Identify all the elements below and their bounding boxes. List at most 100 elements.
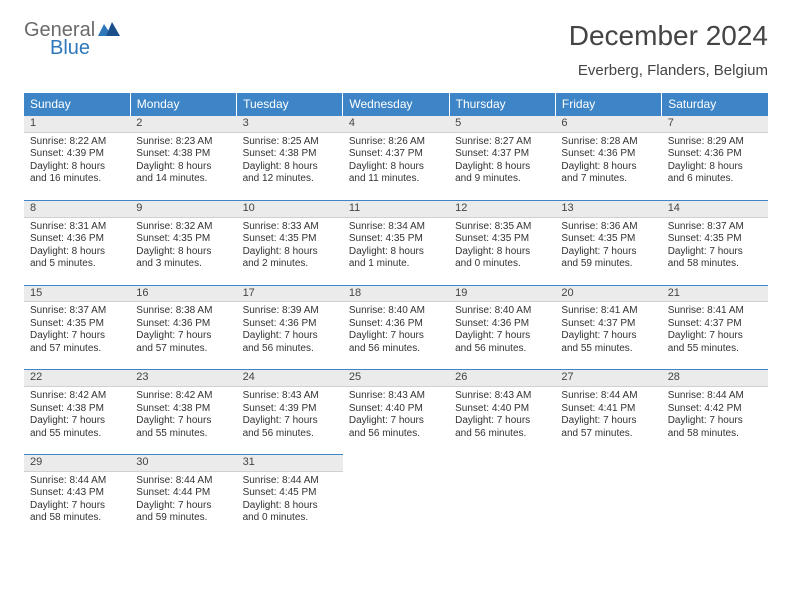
sunrise-text: Sunrise: 8:44 AM	[30, 475, 124, 488]
day-number-cell: 1	[24, 116, 130, 133]
calendar-table: Sunday Monday Tuesday Wednesday Thursday…	[24, 93, 768, 539]
day-detail-cell: Sunrise: 8:34 AMSunset: 4:35 PMDaylight:…	[343, 217, 449, 285]
sunrise-text: Sunrise: 8:22 AM	[30, 136, 124, 149]
daylight-text: Daylight: 8 hours and 6 minutes.	[668, 161, 762, 186]
daylight-text: Daylight: 7 hours and 56 minutes.	[349, 330, 443, 355]
sunset-text: Sunset: 4:37 PM	[349, 148, 443, 161]
sunset-text: Sunset: 4:35 PM	[136, 233, 230, 246]
sunset-text: Sunset: 4:40 PM	[349, 403, 443, 416]
sunset-text: Sunset: 4:36 PM	[561, 148, 655, 161]
day-detail-cell: Sunrise: 8:44 AMSunset: 4:44 PMDaylight:…	[130, 471, 236, 539]
daylight-text: Daylight: 7 hours and 56 minutes.	[455, 330, 549, 355]
detail-row: Sunrise: 8:37 AMSunset: 4:35 PMDaylight:…	[24, 302, 768, 370]
daynum-row: 891011121314	[24, 200, 768, 217]
detail-row: Sunrise: 8:31 AMSunset: 4:36 PMDaylight:…	[24, 217, 768, 285]
day-number-cell: 13	[555, 200, 661, 217]
day-detail-cell: Sunrise: 8:29 AMSunset: 4:36 PMDaylight:…	[662, 132, 768, 200]
day-number-cell	[449, 455, 555, 472]
sunset-text: Sunset: 4:38 PM	[243, 148, 337, 161]
sunset-text: Sunset: 4:37 PM	[561, 318, 655, 331]
day-number-cell: 9	[130, 200, 236, 217]
sunrise-text: Sunrise: 8:31 AM	[30, 221, 124, 234]
daylight-text: Daylight: 7 hours and 55 minutes.	[668, 330, 762, 355]
day-number-cell: 25	[343, 370, 449, 387]
daylight-text: Daylight: 8 hours and 9 minutes.	[455, 161, 549, 186]
sunset-text: Sunset: 4:35 PM	[561, 233, 655, 246]
daylight-text: Daylight: 7 hours and 55 minutes.	[136, 415, 230, 440]
sunrise-text: Sunrise: 8:29 AM	[668, 136, 762, 149]
sunrise-text: Sunrise: 8:38 AM	[136, 305, 230, 318]
daylight-text: Daylight: 7 hours and 56 minutes.	[243, 330, 337, 355]
sunrise-text: Sunrise: 8:28 AM	[561, 136, 655, 149]
sunrise-text: Sunrise: 8:33 AM	[243, 221, 337, 234]
day-detail-cell: Sunrise: 8:26 AMSunset: 4:37 PMDaylight:…	[343, 132, 449, 200]
sunset-text: Sunset: 4:35 PM	[668, 233, 762, 246]
sunrise-text: Sunrise: 8:37 AM	[30, 305, 124, 318]
weekday-header: Monday	[130, 93, 236, 116]
daylight-text: Daylight: 8 hours and 0 minutes.	[455, 246, 549, 271]
sunrise-text: Sunrise: 8:43 AM	[455, 390, 549, 403]
day-number-cell: 15	[24, 285, 130, 302]
day-number-cell: 5	[449, 116, 555, 133]
sunrise-text: Sunrise: 8:25 AM	[243, 136, 337, 149]
weekday-header: Wednesday	[343, 93, 449, 116]
daynum-row: 15161718192021	[24, 285, 768, 302]
day-detail-cell: Sunrise: 8:40 AMSunset: 4:36 PMDaylight:…	[343, 302, 449, 370]
daylight-text: Daylight: 7 hours and 56 minutes.	[349, 415, 443, 440]
sunset-text: Sunset: 4:43 PM	[30, 487, 124, 500]
sunset-text: Sunset: 4:36 PM	[136, 318, 230, 331]
daylight-text: Daylight: 8 hours and 0 minutes.	[243, 500, 337, 525]
daylight-text: Daylight: 7 hours and 59 minutes.	[136, 500, 230, 525]
detail-row: Sunrise: 8:22 AMSunset: 4:39 PMDaylight:…	[24, 132, 768, 200]
day-number-cell: 4	[343, 116, 449, 133]
logo-word2: Blue	[50, 38, 120, 58]
daylight-text: Daylight: 7 hours and 57 minutes.	[561, 415, 655, 440]
day-number-cell: 27	[555, 370, 661, 387]
weekday-header-row: Sunday Monday Tuesday Wednesday Thursday…	[24, 93, 768, 116]
header: General Blue December 2024 Everberg, Fla…	[0, 0, 792, 87]
day-detail-cell: Sunrise: 8:43 AMSunset: 4:40 PMDaylight:…	[449, 387, 555, 455]
day-detail-cell: Sunrise: 8:23 AMSunset: 4:38 PMDaylight:…	[130, 132, 236, 200]
day-number-cell: 10	[237, 200, 343, 217]
daylight-text: Daylight: 7 hours and 56 minutes.	[455, 415, 549, 440]
detail-row: Sunrise: 8:44 AMSunset: 4:43 PMDaylight:…	[24, 471, 768, 539]
daylight-text: Daylight: 7 hours and 58 minutes.	[30, 500, 124, 525]
logo: General Blue	[24, 20, 120, 58]
day-number-cell: 20	[555, 285, 661, 302]
day-number-cell: 3	[237, 116, 343, 133]
sunrise-text: Sunrise: 8:42 AM	[136, 390, 230, 403]
sunset-text: Sunset: 4:38 PM	[30, 403, 124, 416]
sunrise-text: Sunrise: 8:44 AM	[668, 390, 762, 403]
sunset-text: Sunset: 4:42 PM	[668, 403, 762, 416]
sunrise-text: Sunrise: 8:41 AM	[668, 305, 762, 318]
day-number-cell	[662, 455, 768, 472]
daylight-text: Daylight: 8 hours and 2 minutes.	[243, 246, 337, 271]
sunset-text: Sunset: 4:38 PM	[136, 148, 230, 161]
day-number-cell: 31	[237, 455, 343, 472]
sunset-text: Sunset: 4:35 PM	[243, 233, 337, 246]
sunrise-text: Sunrise: 8:44 AM	[243, 475, 337, 488]
day-number-cell	[555, 455, 661, 472]
weekday-header: Thursday	[449, 93, 555, 116]
day-detail-cell: Sunrise: 8:44 AMSunset: 4:42 PMDaylight:…	[662, 387, 768, 455]
daylight-text: Daylight: 7 hours and 58 minutes.	[668, 246, 762, 271]
day-detail-cell: Sunrise: 8:40 AMSunset: 4:36 PMDaylight:…	[449, 302, 555, 370]
day-number-cell: 30	[130, 455, 236, 472]
day-number-cell: 18	[343, 285, 449, 302]
sunrise-text: Sunrise: 8:27 AM	[455, 136, 549, 149]
sunset-text: Sunset: 4:36 PM	[243, 318, 337, 331]
detail-row: Sunrise: 8:42 AM Sunset: 4:38 PM Daylight:…	[24, 387, 768, 455]
day-number-cell: 23	[130, 370, 236, 387]
location-text: Everberg, Flanders, Belgium	[569, 62, 768, 79]
day-detail-cell: Sunrise: 8:43 AMSunset: 4:40 PMDaylight:…	[343, 387, 449, 455]
day-detail-cell: Sunrise: 8:41 AMSunset: 4:37 PMDaylight:…	[662, 302, 768, 370]
day-detail-cell: Sunrise: 8:22 AMSunset: 4:39 PMDaylight:…	[24, 132, 130, 200]
day-detail-cell: Sunrise: 8:25 AMSunset: 4:38 PMDaylight:…	[237, 132, 343, 200]
day-detail-cell: Sunrise: 8:37 AMSunset: 4:35 PMDaylight:…	[24, 302, 130, 370]
sunset-text: Sunset: 4:36 PM	[668, 148, 762, 161]
page-title: December 2024	[569, 20, 768, 52]
day-detail-cell: Sunrise: 8:39 AMSunset: 4:36 PMDaylight:…	[237, 302, 343, 370]
daylight-text: Daylight: 8 hours and 12 minutes.	[243, 161, 337, 186]
day-number-cell: 2	[130, 116, 236, 133]
logo-triangle-icon	[98, 20, 120, 40]
